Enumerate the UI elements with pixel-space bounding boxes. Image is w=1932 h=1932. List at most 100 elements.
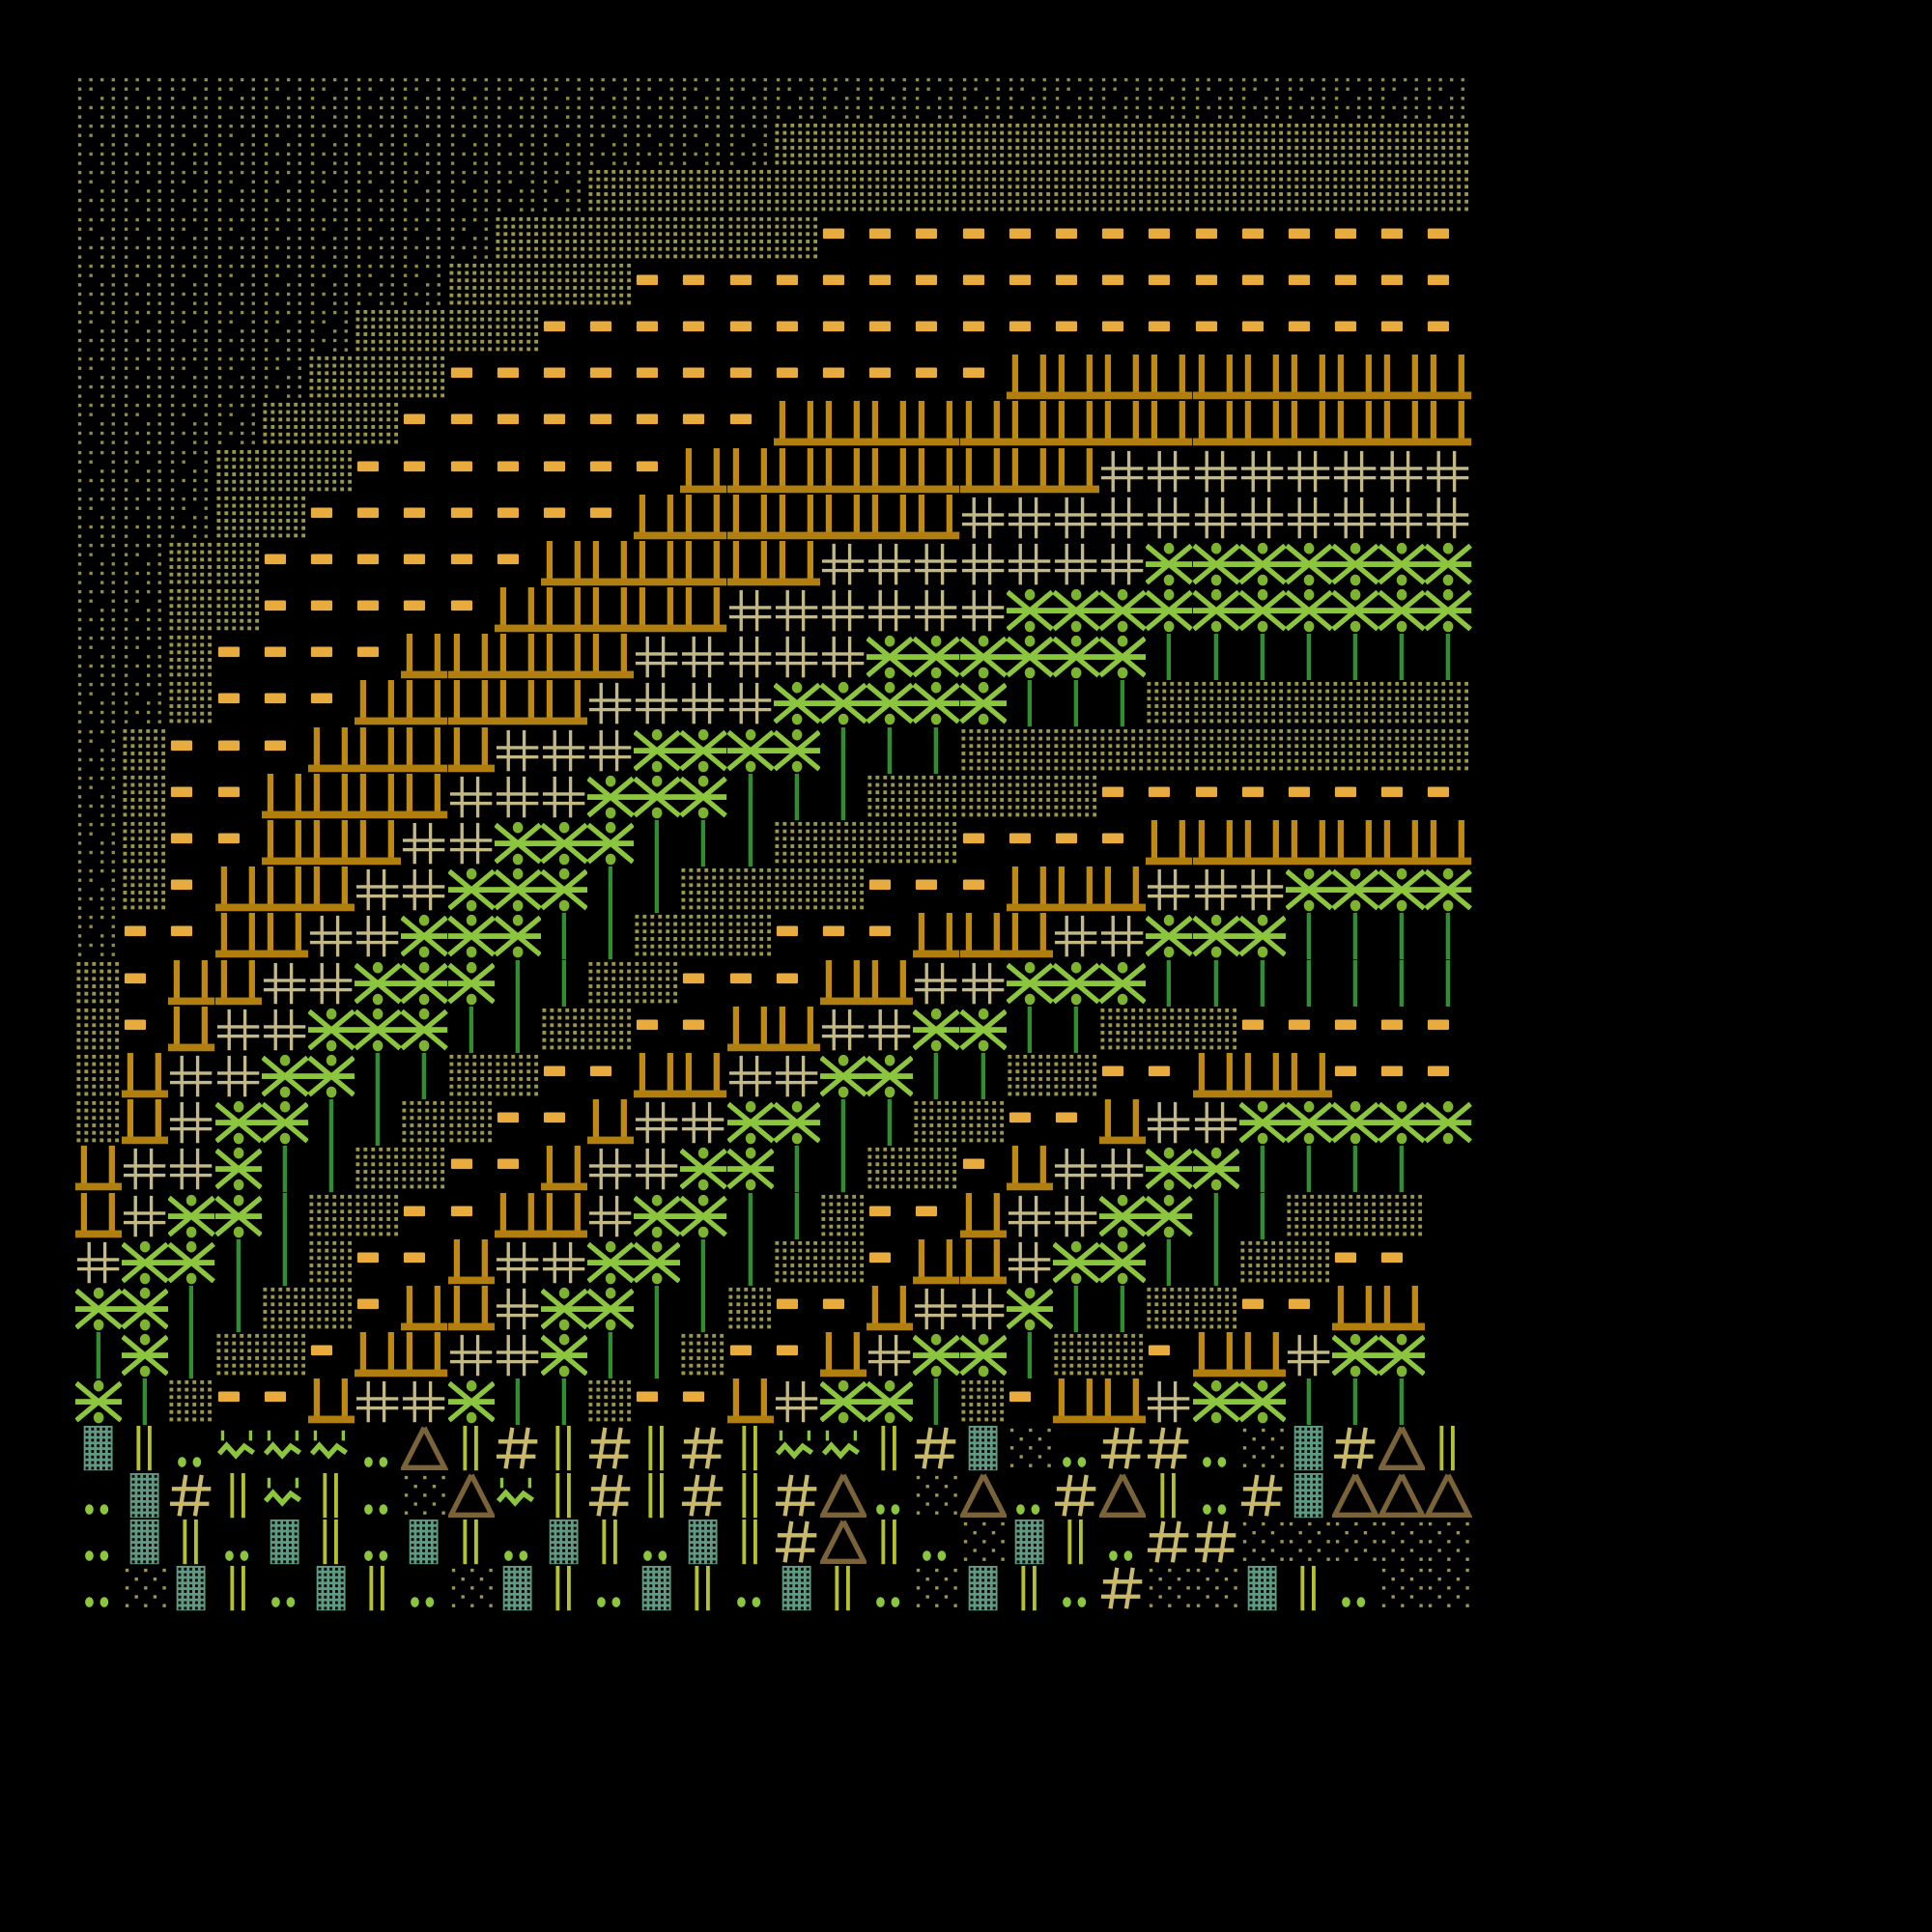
- glyph-cell-gold-u-bracket: [1006, 913, 1053, 959]
- glyph-cell-green-asterisk: [1285, 867, 1333, 913]
- glyph-cell-amber-dash: [355, 495, 401, 541]
- glyph-cell-khaki-hash: [680, 1425, 726, 1471]
- glyph-cell-amber-dash: [448, 1193, 495, 1239]
- glyph-cell-green-asterisk: [447, 960, 495, 1007]
- glyph-cell-amber-dash: [355, 587, 401, 634]
- glyph-row: [75, 1052, 1470, 1100]
- glyph-cell-green-vertical-bar: [308, 1099, 355, 1147]
- glyph-cell-medium-stipple: [727, 215, 774, 262]
- glyph-cell-green-vertical-bar: [913, 726, 959, 774]
- glyph-cell-green-asterisk: [75, 1378, 123, 1425]
- glyph-cell-green-asterisk: [1099, 1193, 1147, 1239]
- glyph-cell-medium-stipple: [820, 1193, 867, 1239]
- glyph-cell-medium-stipple: [1378, 168, 1425, 214]
- glyph-cell-medium-stipple: [1239, 727, 1286, 774]
- glyph-row: [75, 168, 1470, 214]
- glyph-cell-gold-u-bracket: [1052, 1378, 1100, 1425]
- glyph-cell-amber-dash: [308, 1332, 355, 1378]
- glyph-cell-gold-u-bracket: [1238, 820, 1286, 867]
- glyph-cell-green-dot-pair: [727, 1565, 774, 1611]
- glyph-cell-medium-stipple: [1332, 168, 1378, 214]
- glyph-cell-green-asterisk: [1425, 1099, 1472, 1146]
- glyph-cell-amber-dash: [1239, 774, 1286, 820]
- glyph-cell-green-vertical-bar: [1286, 1146, 1332, 1193]
- glyph-cell-medium-stipple: [262, 1286, 308, 1332]
- glyph-cell-medium-stipple: [1146, 1007, 1192, 1053]
- glyph-cell-green-dot-pair: [262, 1565, 308, 1611]
- glyph-cell-tilde-wave: [308, 1425, 355, 1471]
- glyph-cell-medium-stipple: [541, 215, 587, 262]
- glyph-cell-medium-stipple: [168, 541, 214, 587]
- glyph-cell-gold-u-bracket: [959, 913, 1007, 959]
- glyph-cell-medium-stipple: [1099, 168, 1146, 214]
- glyph-cell-green-vertical-bar: [727, 1238, 774, 1286]
- glyph-cell-amber-dash: [960, 262, 1007, 308]
- glyph-cell-gold-u-bracket: [1425, 355, 1472, 401]
- glyph-cell-amber-dash: [1146, 1332, 1192, 1378]
- glyph-cell-amber-dash: [727, 262, 774, 308]
- glyph-cell-tan-hash: [1007, 495, 1053, 541]
- glyph-row: [75, 959, 1470, 1007]
- glyph-cell-green-vertical-bar: [587, 1332, 634, 1379]
- glyph-cell-medium-stipple: [75, 1099, 122, 1146]
- glyph-cell-gold-u-bracket: [634, 587, 681, 634]
- glyph-row: [75, 215, 1470, 262]
- glyph-cell-teal-stipple-box: [495, 1565, 541, 1611]
- glyph-cell-double-pipe: [1007, 1565, 1053, 1611]
- glyph-cell-amber-dash: [122, 913, 168, 959]
- glyph-cell-tan-hash: [913, 541, 959, 587]
- glyph-cell-tan-hash: [495, 774, 541, 820]
- glyph-cell-medium-stipple: [448, 1053, 495, 1099]
- glyph-cell-green-asterisk: [75, 1286, 123, 1332]
- glyph-cell-double-pipe: [1146, 1472, 1192, 1519]
- glyph-cell-sparse-stipple: [75, 308, 122, 355]
- glyph-cell-sparse-stipple: [168, 495, 214, 541]
- glyph-cell-gold-u-bracket: [867, 447, 914, 495]
- glyph-cell-gold-u-bracket: [1052, 447, 1100, 495]
- glyph-cell-medium-stipple: [1332, 727, 1378, 774]
- glyph-cell-gold-u-bracket: [1285, 355, 1333, 401]
- glyph-cell-medium-stipple: [122, 774, 168, 820]
- glyph-cell-green-vertical-bar: [634, 1332, 680, 1379]
- glyph-cell-tan-hash: [820, 634, 867, 680]
- glyph-cell-amber-dash: [1053, 1099, 1099, 1146]
- glyph-cell-medium-stipple: [1425, 168, 1471, 214]
- glyph-cell-amber-dash: [913, 355, 959, 401]
- glyph-cell-double-pipe: [308, 1472, 355, 1519]
- glyph-cell-gold-u-bracket: [1192, 820, 1239, 867]
- glyph-cell-gold-u-bracket: [1238, 1332, 1286, 1378]
- glyph-cell-amber-dash: [1099, 774, 1146, 820]
- glyph-cell-green-vertical-bar: [262, 1238, 308, 1286]
- glyph-cell-fine-stipple: [401, 1472, 447, 1519]
- glyph-cell-green-asterisk: [307, 1053, 355, 1099]
- glyph-cell-medium-stipple: [1286, 122, 1332, 168]
- glyph-cell-medium-stipple: [75, 1053, 122, 1099]
- glyph-cell-green-asterisk: [214, 1193, 262, 1239]
- glyph-cell-amber-dash: [1099, 262, 1146, 308]
- glyph-cell-gold-u-bracket: [261, 867, 308, 913]
- glyph-cell-amber-dash: [1146, 262, 1192, 308]
- glyph-cell-sparse-stipple: [215, 308, 262, 355]
- glyph-cell-amber-dash: [1378, 308, 1425, 355]
- glyph-cell-brown-triangle: [1332, 1472, 1379, 1519]
- glyph-cell-tan-hash: [1099, 541, 1146, 587]
- glyph-cell-tan-hash: [495, 1286, 541, 1332]
- glyph-cell-medium-stipple: [587, 1007, 634, 1053]
- glyph-cell-green-asterisk: [1285, 1099, 1333, 1146]
- glyph-cell-amber-dash: [913, 308, 959, 355]
- glyph-cell-green-vertical-bar: [1193, 1192, 1239, 1239]
- glyph-cell-tilde-wave: [820, 1425, 867, 1471]
- glyph-cell-medium-stipple: [168, 587, 214, 634]
- glyph-cell-green-vertical-bar: [1239, 959, 1286, 1007]
- glyph-cell-green-vertical-bar: [1007, 1332, 1053, 1379]
- glyph-cell-amber-dash: [1332, 774, 1378, 820]
- glyph-cell-amber-dash: [541, 495, 587, 541]
- glyph-cell-gold-u-bracket: [1425, 820, 1472, 867]
- glyph-cell-tan-hash: [308, 913, 355, 959]
- glyph-cell-double-pipe: [541, 1472, 587, 1519]
- glyph-cell-medium-stipple: [401, 308, 447, 355]
- glyph-cell-medium-stipple: [774, 867, 820, 913]
- glyph-cell-amber-dash: [1378, 1239, 1425, 1286]
- glyph-cell-sparse-stipple: [168, 122, 214, 168]
- glyph-cell-medium-stipple: [727, 913, 774, 959]
